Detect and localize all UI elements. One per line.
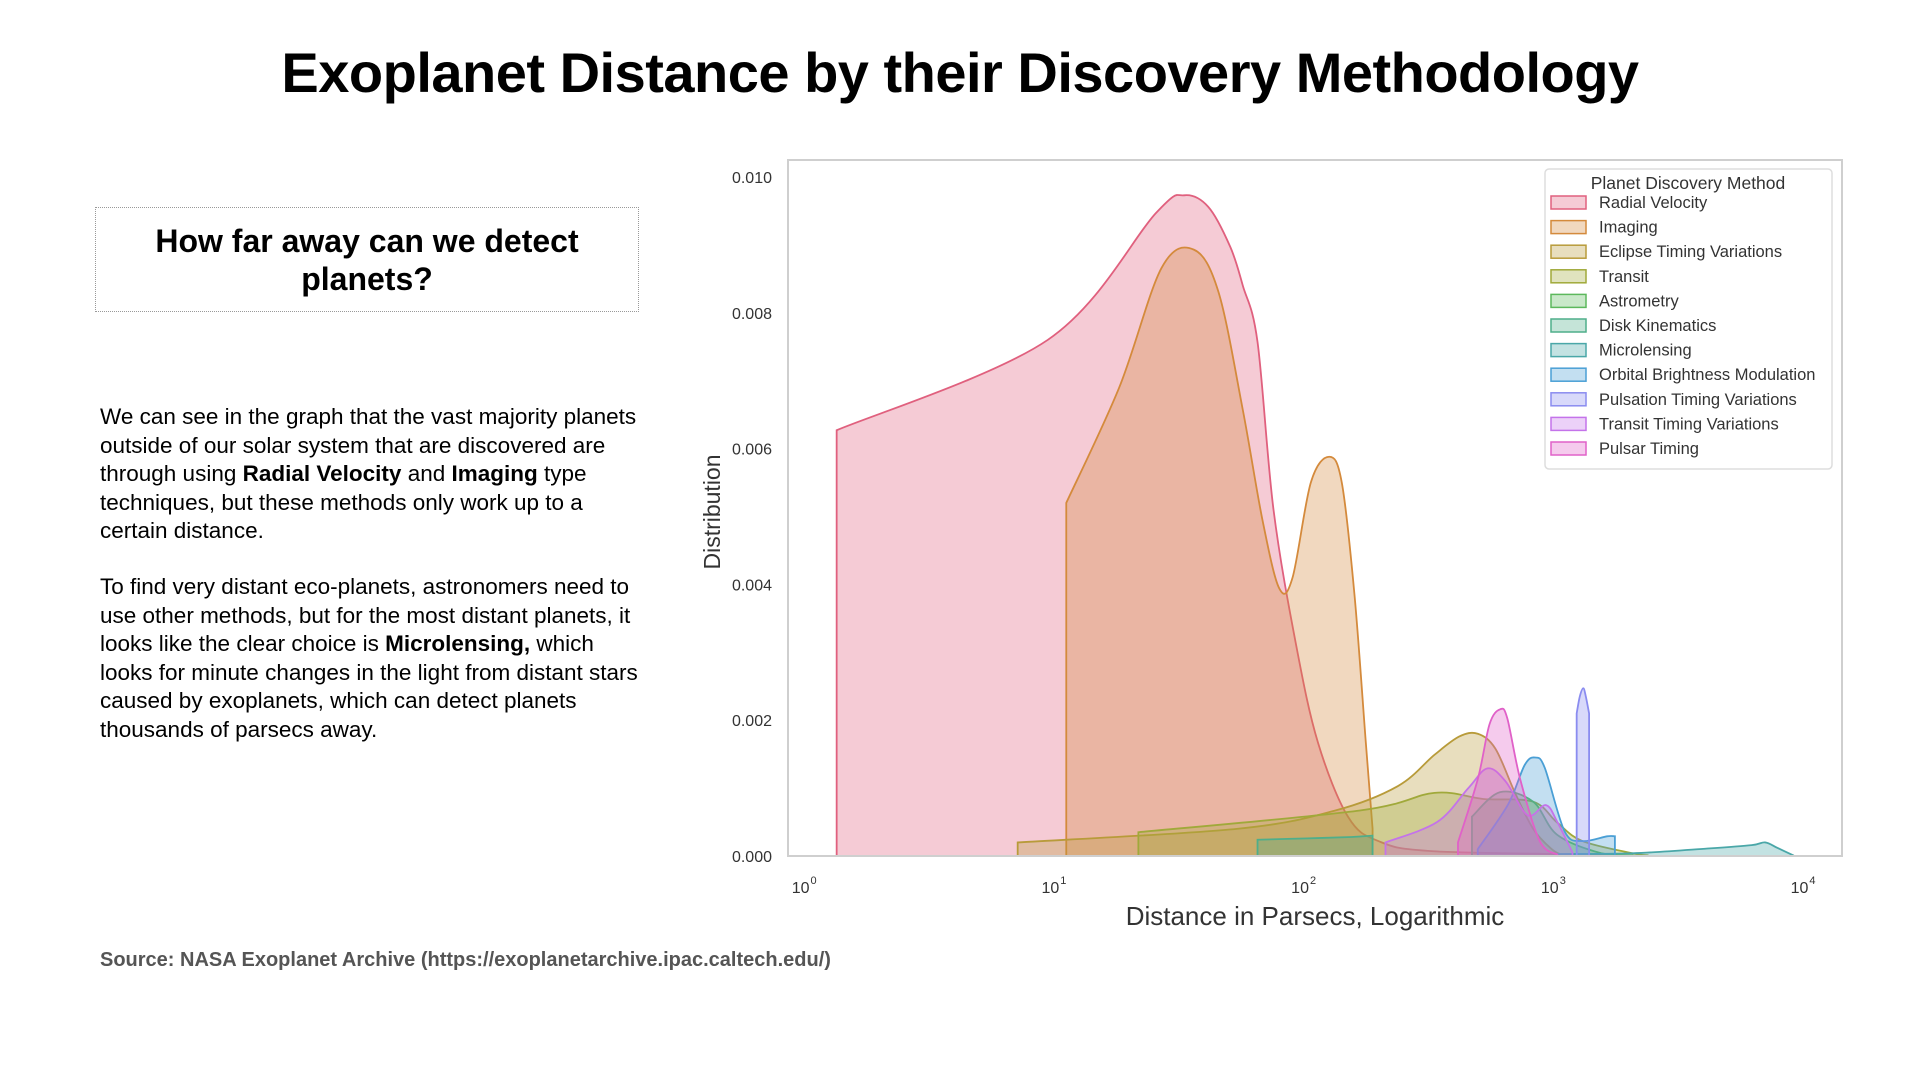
legend-swatch — [1550, 293, 1587, 309]
text-segment: and — [401, 461, 452, 486]
text-segment: type techniques, but these methods only … — [100, 461, 587, 543]
legend-label: Orbital Brightness Modulation — [1599, 366, 1815, 384]
area-imaging — [1065, 246, 1374, 857]
x-tick-exponent: 4 — [1809, 875, 1815, 887]
x-tick-label: 101 — [1041, 875, 1066, 897]
legend-label: Astrometry — [1599, 292, 1680, 310]
legend-item: Radial Velocity — [1550, 194, 1708, 212]
text-segment-bold: Microlensing, — [385, 631, 531, 656]
area-microlensing — [1556, 841, 1795, 857]
legend-item: Transit — [1550, 268, 1649, 286]
y-tick-label: 0.006 — [732, 442, 772, 459]
text-segment: To find very distant eco-planets, astron… — [100, 574, 631, 656]
area-astrometry — [1471, 790, 1634, 857]
legend-swatch — [1550, 441, 1587, 456]
legend-item: Astrometry — [1550, 292, 1680, 310]
legend-label: Pulsation Timing Variations — [1599, 391, 1797, 409]
series-areas — [835, 194, 1795, 857]
area-pulsation-timing-variations — [1575, 687, 1590, 857]
area-radial-velocity — [835, 194, 1610, 857]
legend-item: Eclipse Timing Variations — [1550, 243, 1782, 261]
legend-item: Transit Timing Variations — [1550, 415, 1779, 433]
plot-frame — [787, 159, 1843, 857]
area-eclipse-timing-variations — [1016, 731, 1564, 857]
legend-label: Pulsar Timing — [1599, 440, 1699, 458]
y-tick-label: 0.010 — [732, 170, 772, 187]
x-tick-label: 102 — [1291, 875, 1316, 897]
question-heading: How far away can we detect planets? — [155, 222, 579, 297]
x-tick-exponent: 0 — [811, 875, 817, 887]
x-tick-label: 103 — [1541, 875, 1566, 897]
text-segment-bold: Radial Velocity — [242, 461, 402, 486]
area-transit-timing-variations — [1384, 767, 1574, 857]
legend-label: Disk Kinematics — [1599, 317, 1716, 335]
legend-item: Disk Kinematics — [1550, 317, 1716, 335]
legend-swatch — [1550, 342, 1587, 358]
legend-title: Planet Discovery Method — [1591, 173, 1786, 193]
legend-label: Imaging — [1599, 219, 1658, 237]
x-tick-exponent: 3 — [1560, 875, 1566, 887]
x-tick-exponent: 1 — [1060, 875, 1066, 887]
y-tick-label: 0.000 — [732, 849, 772, 866]
y-tick-label: 0.008 — [732, 306, 772, 323]
legend-item: Orbital Brightness Modulation — [1550, 366, 1815, 384]
legend-box — [1544, 168, 1833, 470]
legend-item: Pulsar Timing — [1550, 440, 1699, 458]
legend-label: Radial Velocity — [1599, 194, 1708, 212]
legend-item: Pulsation Timing Variations — [1550, 391, 1797, 409]
legend-swatch — [1550, 416, 1587, 432]
x-tick-label: 100 — [792, 875, 817, 897]
legend-swatch — [1550, 195, 1587, 210]
source-citation: Source: NASA Exoplanet Archive (https://… — [100, 949, 831, 971]
legend-label: Microlensing — [1599, 342, 1692, 360]
y-axis-label: Distribution — [699, 454, 725, 569]
y-tick-label: 0.002 — [732, 713, 772, 730]
x-tick-exponent: 2 — [1310, 875, 1316, 887]
legend-swatch — [1550, 244, 1587, 259]
explanation-paragraph-2: To find very distant eco-planets, astron… — [100, 573, 640, 744]
legend-label: Transit — [1599, 268, 1649, 286]
x-axis-label: Distance in Parsecs, Logarithmic — [1126, 901, 1505, 931]
legend-label: Eclipse Timing Variations — [1599, 243, 1782, 261]
text-segment: which looks for minute changes in the li… — [100, 631, 638, 742]
legend-item: Imaging — [1550, 219, 1658, 237]
legend-swatch — [1550, 392, 1587, 407]
legend-swatch — [1550, 269, 1587, 284]
x-tick-label: 104 — [1791, 875, 1816, 897]
y-tick-label: 0.004 — [732, 577, 772, 594]
y-axis-ticks: 0.000 0.002 0.004 0.006 0.008 0.010 — [732, 170, 772, 866]
question-box: How far away can we detect planets? — [95, 207, 639, 312]
area-pulsar-timing — [1457, 707, 1559, 857]
area-disk-kinematics — [1256, 834, 1374, 857]
x-axis-ticks: 100 101 102 103 104 — [792, 875, 1816, 897]
text-segment: We can see in the graph that the vast ma… — [100, 404, 637, 486]
page-title: Exoplanet Distance by their Discovery Me… — [281, 41, 1639, 104]
legend-item: Microlensing — [1550, 342, 1692, 360]
legend-swatch — [1550, 219, 1587, 235]
explanation-paragraph-1: We can see in the graph that the vast ma… — [100, 403, 640, 546]
legend: Planet Discovery Method Radial Velocity I… — [1544, 168, 1833, 470]
text-segment-bold: Imaging — [451, 461, 538, 486]
legend-swatch — [1550, 318, 1587, 333]
legend-swatch — [1550, 367, 1587, 382]
legend-label: Transit Timing Variations — [1599, 415, 1779, 433]
